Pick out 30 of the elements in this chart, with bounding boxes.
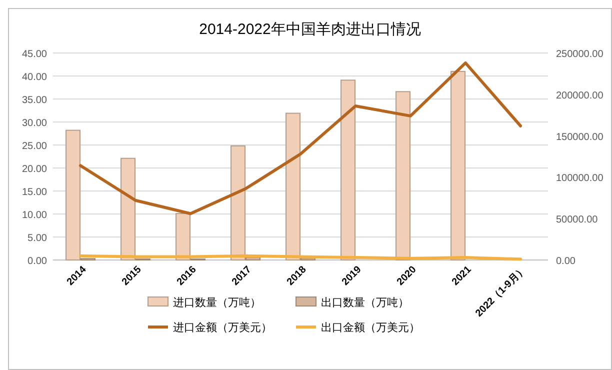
y2-tick-label: 50000.00 xyxy=(556,214,598,226)
y-tick-label: 20.00 xyxy=(22,164,48,175)
y2-tick-label: 200000.00 xyxy=(556,90,604,102)
y2-tick-label: 150000.00 xyxy=(556,132,604,143)
legend-label: 出口数量（万吨） xyxy=(321,296,409,309)
y-tick-label: 10.00 xyxy=(22,210,48,221)
bar xyxy=(340,80,356,260)
chart-title: 2014-2022年中国羊肉进出口情况 xyxy=(199,21,421,38)
y2-tick-label: 100000.00 xyxy=(556,173,604,184)
y-tick-label: 30.00 xyxy=(22,118,48,129)
y-tick-label: 5.00 xyxy=(28,233,48,244)
bar xyxy=(176,213,190,260)
y-tick-label: 0.00 xyxy=(28,256,48,267)
bar xyxy=(66,130,80,260)
bar xyxy=(450,70,466,260)
bar xyxy=(396,91,410,260)
y2-tick-label: 0.00 xyxy=(556,256,576,267)
y-tick-label: 40.00 xyxy=(22,72,48,83)
legend-label: 进口数量（万吨） xyxy=(173,296,261,309)
legend-label: 出口金额（万美元） xyxy=(321,321,420,334)
bar xyxy=(286,112,300,260)
y-tick-label: 25.00 xyxy=(22,141,48,152)
bar xyxy=(230,145,246,260)
y2-tick-label: 250000.00 xyxy=(556,49,604,60)
y-tick-label: 35.00 xyxy=(22,95,48,106)
legend-label: 进口金额（万美元） xyxy=(173,321,272,334)
y-tick-label: 15.00 xyxy=(22,187,48,198)
bar xyxy=(120,158,136,260)
line-series xyxy=(79,61,522,216)
y-tick-label: 45.00 xyxy=(22,49,48,60)
